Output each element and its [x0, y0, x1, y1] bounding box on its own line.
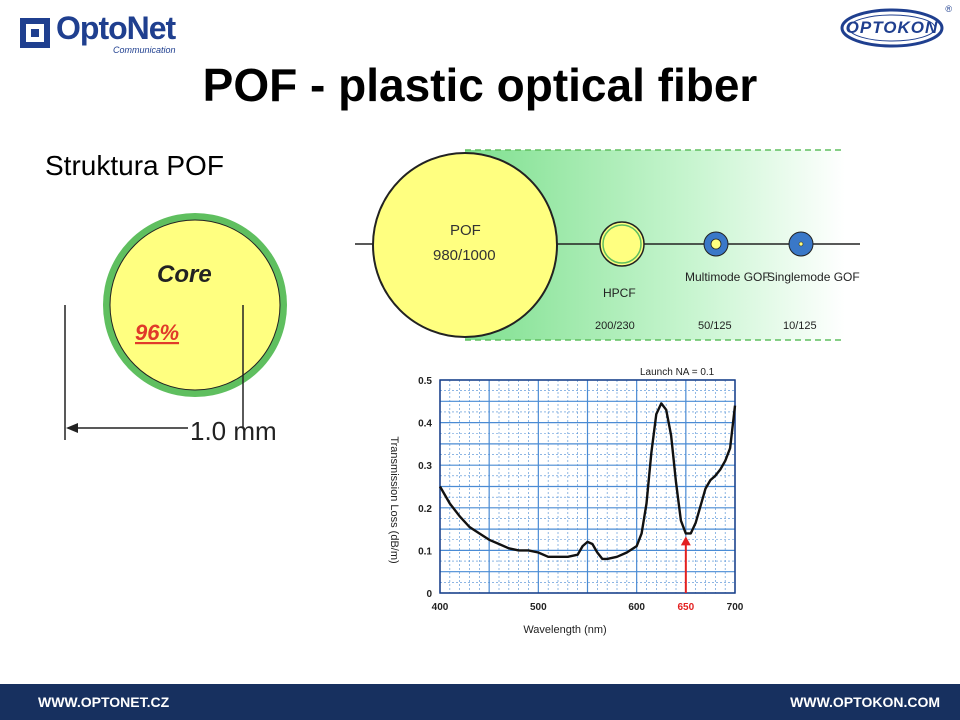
y-tick-label: 0.3	[418, 461, 432, 472]
core-circle	[109, 219, 281, 391]
y-tick-label: 0.2	[418, 504, 432, 515]
y-tick-label: 0.1	[418, 546, 432, 557]
highlight-arrowhead	[680, 536, 691, 546]
footer-link-optokon[interactable]: WWW.OPTOKON.COM	[790, 694, 940, 710]
footer-bar	[0, 684, 960, 720]
loss-curve	[438, 402, 737, 561]
fiber-comparison-diagram: POF 980/1000 HPCF 200/230 Multimode GOF …	[355, 149, 860, 341]
optokon-logo-text: OPTOKON	[845, 18, 939, 37]
multimode-core	[710, 238, 722, 250]
singlemode-size: 10/125	[783, 320, 817, 332]
singlemode-core	[798, 241, 804, 247]
pof-label: POF	[450, 222, 481, 239]
multimode-size: 50/125	[698, 320, 732, 332]
chart-annotation: Launch NA = 0.1	[640, 367, 715, 378]
transmission-loss-chart: 400 500 600 700 0 0.1 0.2 0.3 0.4 0.5 650 Launch …	[388, 367, 744, 636]
x-tick-label: 400	[432, 602, 449, 613]
hpcf-circle	[599, 221, 645, 267]
chart-series	[438, 402, 737, 561]
pof-size: 980/1000	[433, 247, 496, 264]
optokon-logo: OPTOKON ®	[830, 4, 954, 52]
hpcf-label: HPCF	[603, 286, 636, 300]
y-tick-label: 0.4	[418, 419, 432, 430]
page-title: POF - plastic optical fiber	[202, 59, 758, 111]
multimode-label: Multimode GOF	[685, 270, 770, 284]
chart-y-axis-label: Transmission Loss (dB/m)	[388, 436, 400, 563]
optonet-mark-icon	[20, 18, 50, 48]
y-tick-label: 0.5	[418, 376, 432, 387]
x-tick-label: 700	[727, 602, 744, 613]
dimension-arrowhead	[66, 423, 78, 433]
core-label: Core	[157, 261, 212, 288]
chart-highlight: 650	[677, 536, 695, 613]
y-tick-label: 0	[426, 589, 432, 600]
hpcf-size: 200/230	[595, 320, 635, 332]
optonet-logo-text: OptoNet	[56, 10, 176, 46]
footer-link-optonet[interactable]: WWW.OPTONET.CZ	[38, 694, 170, 710]
core-percent: 96%	[135, 320, 179, 345]
x-tick-label: 600	[628, 602, 645, 613]
optonet-logo-tagline: Communication	[113, 45, 176, 55]
chart-tick-labels: 400 500 600 700 0 0.1 0.2 0.3 0.4 0.5	[418, 376, 744, 613]
singlemode-label: Singlemode GOF	[767, 270, 860, 284]
core-diagram: Core 96% 1.0 mm	[64, 213, 287, 446]
registered-mark: ®	[945, 4, 952, 14]
chart-grid	[439, 379, 736, 594]
dimension-label: 1.0 mm	[190, 416, 277, 446]
optonet-logo: OptoNet Communication	[18, 10, 178, 56]
optokon-ring-icon	[840, 8, 944, 48]
pof-circle	[372, 152, 558, 338]
hpcf-core-ring	[602, 224, 642, 264]
chart-x-axis-label: Wavelength (nm)	[523, 624, 606, 636]
x-tick-label: 500	[530, 602, 547, 613]
highlight-tick-label: 650	[677, 602, 694, 613]
subheading: Struktura POF	[45, 150, 224, 181]
